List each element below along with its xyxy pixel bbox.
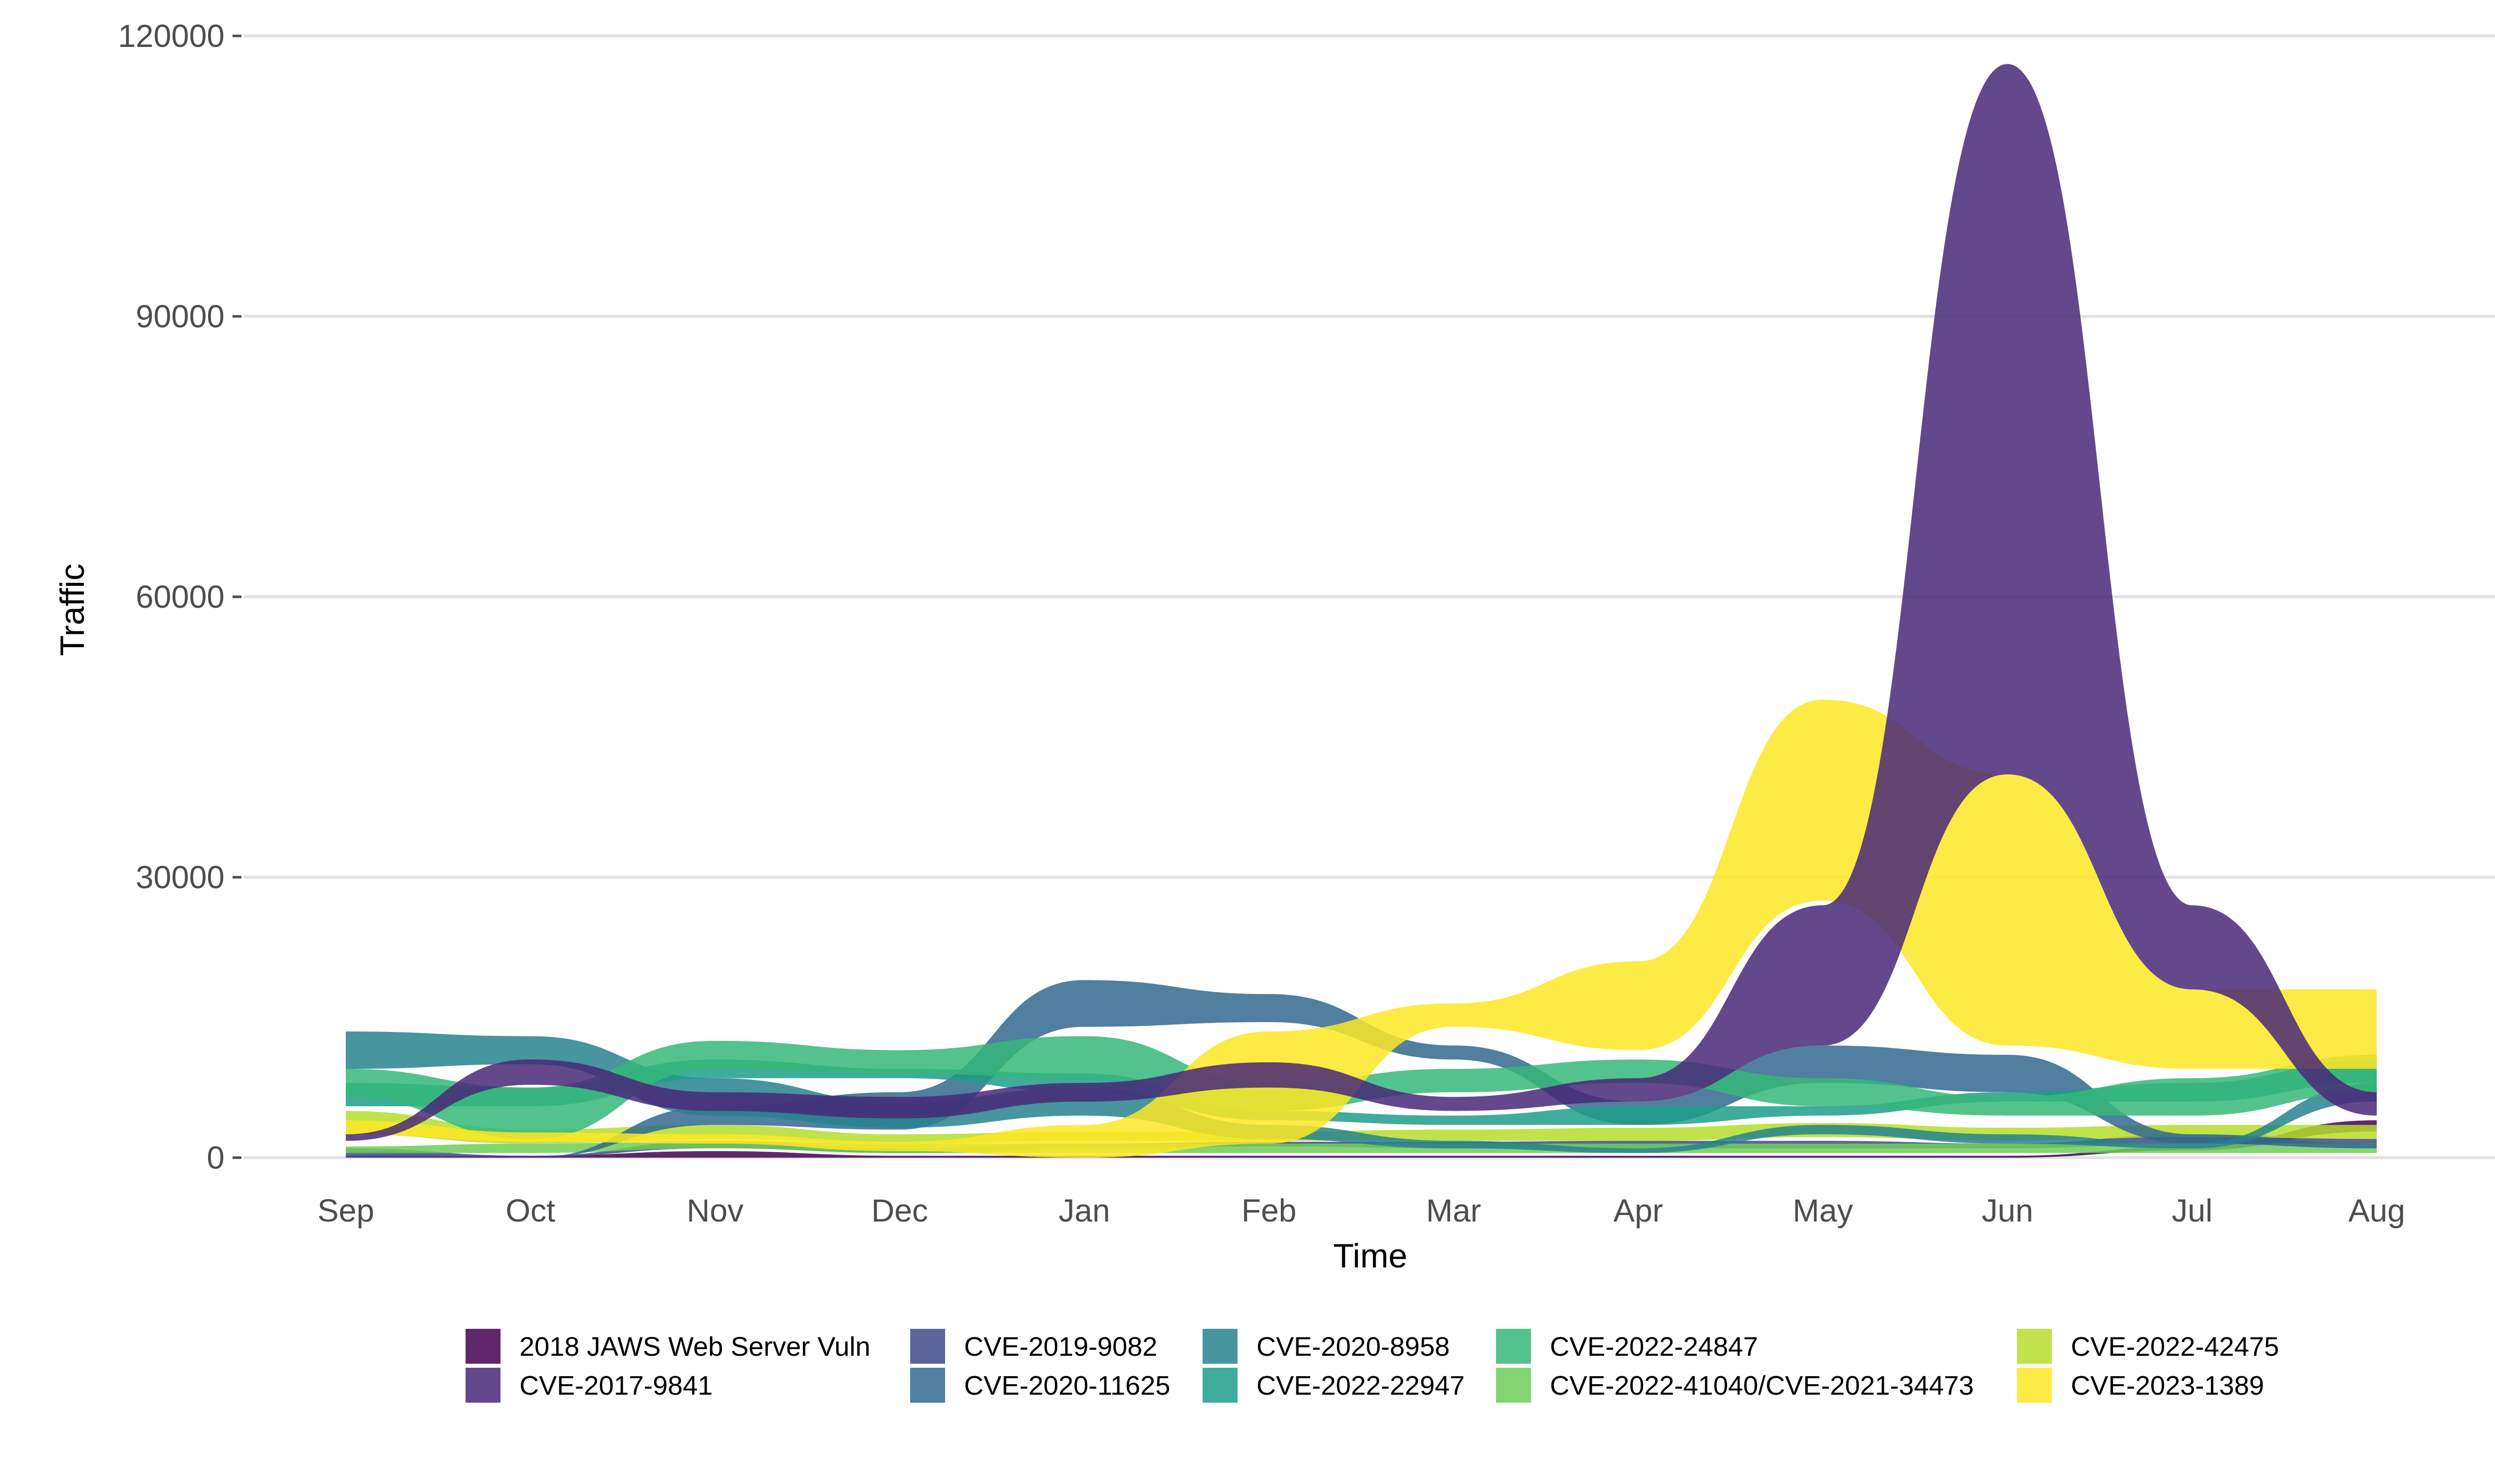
- legend-swatch: [1203, 1368, 1238, 1403]
- stream-cve-2022-42475: [346, 1111, 2377, 1144]
- x-tick-label: Aug: [2348, 1193, 2405, 1229]
- legend-swatch: [466, 1368, 500, 1403]
- legend-swatch: [466, 1329, 500, 1364]
- stream-cve-2022-22947: [346, 1059, 2377, 1125]
- y-tick-label: 60000: [136, 579, 225, 615]
- y-tick-label: 30000: [136, 859, 225, 895]
- x-tick-label: Dec: [871, 1193, 928, 1229]
- x-tick-label: Jul: [2172, 1193, 2213, 1229]
- legend-swatch: [2017, 1329, 2052, 1364]
- legend-label: CVE-2020-11625: [964, 1371, 1170, 1401]
- legend-label: CVE-2022-24847: [1550, 1332, 1758, 1362]
- legend-label: CVE-2022-22947: [1256, 1371, 1465, 1401]
- legend-swatch: [910, 1329, 945, 1364]
- legend-label: CVE-2020-8958: [1256, 1332, 1450, 1362]
- x-tick-label: Jan: [1058, 1193, 1110, 1229]
- legend-swatch: [1496, 1368, 1531, 1403]
- legend-item: CVE-2017-9841: [466, 1368, 713, 1403]
- x-tick-label: May: [1793, 1193, 1853, 1229]
- legend: 2018 JAWS Web Server Vuln CVE-2017-9841 CV…: [466, 1329, 2279, 1403]
- x-tick-label: Feb: [1242, 1193, 1296, 1229]
- legend-item: CVE-2023-1389: [2017, 1368, 2264, 1403]
- y-axis-title: Traffic: [53, 563, 91, 656]
- legend-item: CVE-2020-11625: [910, 1368, 1170, 1403]
- legend-label: CVE-2022-42475: [2071, 1332, 2279, 1362]
- legend-swatch: [1496, 1329, 1531, 1364]
- y-tick-label: 0: [207, 1140, 225, 1176]
- legend-item: CVE-2019-9082: [910, 1329, 1157, 1364]
- x-tick-label: Sep: [317, 1193, 374, 1229]
- legend-swatch: [910, 1368, 945, 1403]
- x-tick-label: Nov: [687, 1193, 744, 1229]
- legend-label: CVE-2019-9082: [964, 1332, 1157, 1362]
- legend-item: CVE-2022-22947: [1203, 1368, 1465, 1403]
- x-tick-label: Mar: [1426, 1193, 1481, 1229]
- x-axis-title: Time: [1333, 1237, 1408, 1275]
- x-tick-label: Oct: [505, 1193, 555, 1229]
- legend-item: CVE-2022-24847: [1496, 1329, 1758, 1364]
- axes: 0 30000 60000 90000 120000 Sep Oct Nov Dec Jan Feb…: [118, 18, 2405, 1229]
- legend-item: CVE-2020-8958: [1203, 1329, 1450, 1364]
- stream-cve-2023-1389: [346, 700, 2377, 1158]
- legend-swatch: [1203, 1329, 1238, 1364]
- y-tick-label: 90000: [136, 298, 225, 334]
- x-tick-label: Apr: [1613, 1193, 1663, 1229]
- stream-cve-2017-9841: [346, 64, 2377, 1141]
- legend-item: CVE-2022-41040/CVE-2021-34473: [1496, 1368, 1974, 1403]
- legend-item: CVE-2022-42475: [2017, 1329, 2279, 1364]
- legend-swatch: [2017, 1368, 2052, 1403]
- legend-label: CVE-2022-41040/CVE-2021-34473: [1550, 1371, 1974, 1401]
- legend-label: CVE-2023-1389: [2071, 1371, 2264, 1401]
- legend-item: 2018 JAWS Web Server Vuln: [466, 1329, 870, 1364]
- stream-cve-2020-8958: [346, 1031, 2377, 1153]
- x-tick-label: Jun: [1982, 1193, 2033, 1229]
- streams: [346, 64, 2377, 1158]
- legend-label: 2018 JAWS Web Server Vuln: [519, 1332, 870, 1362]
- legend-label: CVE-2017-9841: [519, 1371, 713, 1401]
- y-tick-label: 120000: [118, 18, 225, 54]
